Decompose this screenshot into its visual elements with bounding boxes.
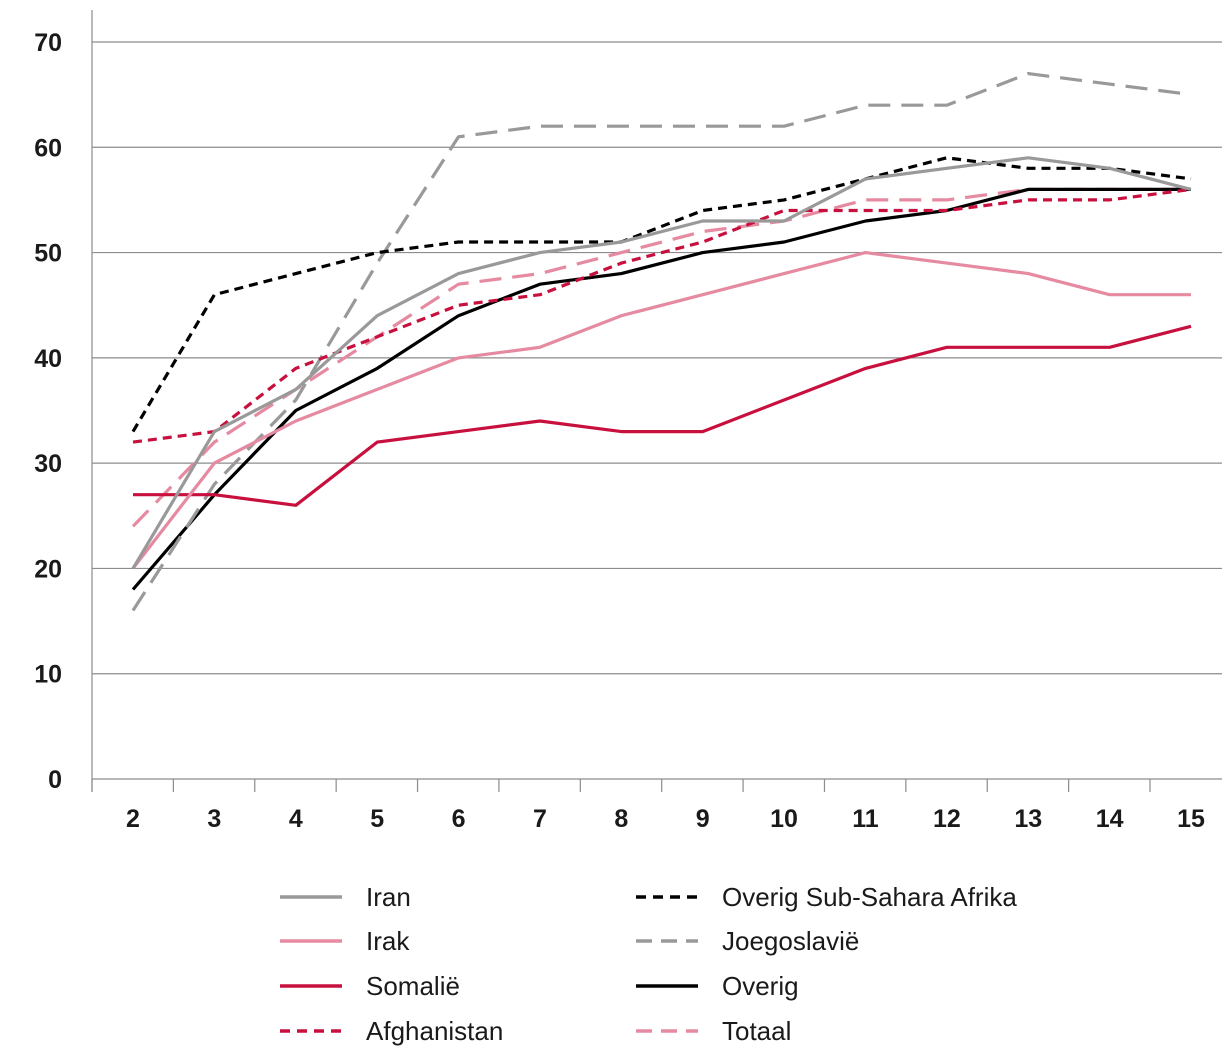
legend-label-irak: Irak xyxy=(366,926,410,956)
series-line-iran xyxy=(131,156,1192,570)
axes xyxy=(91,10,1222,792)
legend-label-joegoslavi: Joegoslaviё xyxy=(722,926,859,956)
x-tick-label-12: 12 xyxy=(933,805,961,833)
y-tick-label-10: 10 xyxy=(34,661,62,689)
y-tick-label-20: 20 xyxy=(34,555,62,583)
x-tick-label-2: 2 xyxy=(126,805,140,833)
y-tick-label-50: 50 xyxy=(34,240,62,268)
y-tick-label-30: 30 xyxy=(34,450,62,478)
y-axis-ticks: 0 10 20 30 40 50 60 70 xyxy=(34,29,62,794)
x-tick-label-5: 5 xyxy=(370,805,384,833)
x-tick-label-4: 4 xyxy=(289,805,303,833)
x-tick-label-13: 13 xyxy=(1014,805,1042,833)
gridlines xyxy=(92,41,1222,675)
x-axis-ticks: 2 3 4 5 6 7 8 9 10 11 12 13 14 15 xyxy=(91,779,1205,833)
series-line-irak xyxy=(131,251,1191,570)
legend: Iran Irak Somaliё Afghanistan Overig Sub-Sah… xyxy=(280,882,1017,1046)
series-line-joegoslavi xyxy=(131,71,1192,612)
legend-label-totaal: Totaal xyxy=(722,1016,791,1046)
x-tick-label-3: 3 xyxy=(207,805,221,833)
y-tick-label-40: 40 xyxy=(34,345,62,373)
legend-label-somali: Somaliё xyxy=(366,971,460,1001)
y-tick-label-60: 60 xyxy=(34,134,62,162)
x-tick-label-6: 6 xyxy=(452,805,466,833)
x-tick-label-7: 7 xyxy=(533,805,547,833)
legend-label-overig-sub-sahara-afrika: Overig Sub-Sahara Afrika xyxy=(722,882,1017,912)
x-tick-label-8: 8 xyxy=(614,805,628,833)
series-line-afghanistan xyxy=(132,187,1192,444)
legend-label-overig: Overig xyxy=(722,971,799,1001)
series-lines xyxy=(131,71,1192,612)
x-tick-label-11: 11 xyxy=(852,805,879,833)
legend-label-afghanistan: Afghanistan xyxy=(366,1016,503,1046)
y-tick-label-70: 70 xyxy=(34,29,62,57)
series-line-totaal xyxy=(131,187,1191,528)
x-tick-label-10: 10 xyxy=(770,805,798,833)
x-tick-label-15: 15 xyxy=(1177,805,1205,833)
x-tick-label-14: 14 xyxy=(1096,805,1124,833)
x-tick-label-9: 9 xyxy=(696,805,710,833)
series-line-overig-sub-sahara-afrika xyxy=(131,156,1192,433)
legend-label-iran: Iran xyxy=(366,882,411,912)
series-line-overig xyxy=(131,187,1191,591)
series-line-somali xyxy=(133,324,1192,507)
y-tick-label-0: 0 xyxy=(48,766,62,794)
